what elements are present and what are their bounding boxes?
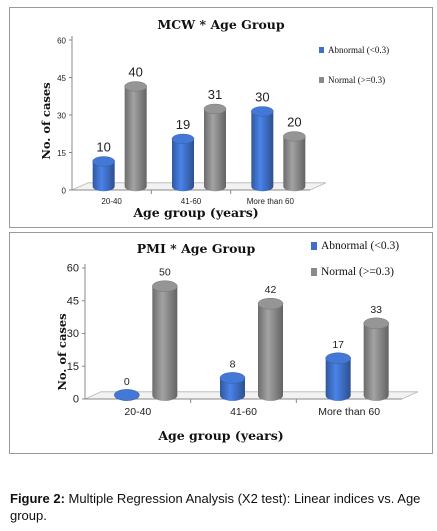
legend-item-normal: Normal (>=0.3) <box>311 266 399 278</box>
figure-caption: Figure 2: Multiple Regression Analysis (… <box>10 490 430 524</box>
y-tick-label: 0 <box>73 394 79 406</box>
bar-normal <box>203 103 227 192</box>
y-tick-label: 30 <box>67 328 79 340</box>
data-label: 30 <box>255 90 269 105</box>
legend-item-abnormal: Abnormal (<0.3) <box>319 45 389 55</box>
data-label: 10 <box>96 140 110 155</box>
legend-item-abnormal: Abnormal (<0.3) <box>311 240 399 252</box>
chart-title: PMI * Age Group <box>136 241 256 256</box>
y-tick-label: 45 <box>67 295 79 307</box>
x-axis-label: Age group (years) <box>133 205 259 220</box>
y-tick-label: 30 <box>57 112 66 121</box>
x-tick-label: 20-40 <box>124 406 151 418</box>
legend-label-normal: Normal (>=0.3) <box>328 75 386 85</box>
bar-abnormal <box>325 352 351 401</box>
data-label: 50 <box>159 267 171 279</box>
x-tick-label: More than 60 <box>247 197 295 206</box>
y-tick-label: 15 <box>67 361 79 373</box>
legend-swatch-normal <box>311 268 317 276</box>
bar-abnormal <box>114 389 140 401</box>
pmi-chart-panel: PMI * Age Group No. of cases Age group (… <box>9 232 433 454</box>
data-label: 20 <box>287 115 301 130</box>
legend-swatch-abnormal <box>311 242 317 250</box>
data-label: 17 <box>332 339 344 351</box>
bar-normal <box>257 297 284 401</box>
data-label: 8 <box>230 358 236 370</box>
legend-swatch-abnormal <box>319 47 324 53</box>
data-label: 33 <box>370 304 382 316</box>
bar-abnormal <box>219 372 246 401</box>
data-label: 0 <box>124 376 130 388</box>
data-label: 42 <box>265 284 277 296</box>
bar-normal <box>283 131 306 192</box>
y-tick-label: 45 <box>57 74 66 83</box>
legend-item-normal: Normal (>=0.3) <box>319 75 389 85</box>
bar-abnormal <box>171 133 195 192</box>
mcw-chart-panel: MCW * Age Group No. of cases Age group (… <box>9 7 433 228</box>
legend: Abnormal (<0.3) Normal (>=0.3) <box>319 45 389 85</box>
x-axis-label: Age group (years) <box>158 428 284 443</box>
bar-normal <box>124 81 147 192</box>
bar-abnormal <box>92 156 115 192</box>
bar-normal <box>152 280 178 401</box>
legend-label-normal: Normal (>=0.3) <box>321 266 395 278</box>
y-tick-label: 60 <box>67 263 79 275</box>
legend: Abnormal (<0.3) Normal (>=0.3) <box>311 240 399 278</box>
x-tick-label: 20-40 <box>101 197 122 206</box>
legend-label-abnormal: Abnormal (<0.3) <box>328 45 390 55</box>
bar-normal <box>363 317 389 401</box>
y-tick-label: 15 <box>57 149 66 158</box>
legend-label-abnormal: Abnormal (<0.3) <box>321 240 400 252</box>
data-label: 31 <box>208 87 222 102</box>
y-tick-label: 60 <box>57 37 66 46</box>
caption-text: Multiple Regression Analysis (X2 test): … <box>10 491 421 523</box>
bar-abnormal <box>251 106 274 192</box>
mcw-bar-chart: 0 15 30 45 60 20-40 41-60 More than 60 10 40 19 31 3… <box>57 36 327 206</box>
data-label: 19 <box>176 117 190 132</box>
x-tick-label: 41-60 <box>230 406 257 418</box>
legend-swatch-normal <box>319 77 324 83</box>
y-tick-label: 0 <box>62 187 67 196</box>
caption-label: Figure 2: <box>10 491 65 506</box>
pmi-bar-chart: 0 15 30 45 60 20-40 41-60 More than 60 0 50 8 42 17 3… <box>67 263 419 418</box>
chart-title: MCW * Age Group <box>157 17 285 32</box>
x-tick-label: 41-60 <box>181 197 202 206</box>
x-tick-label: More than 60 <box>318 406 380 418</box>
data-label: 40 <box>128 65 142 80</box>
